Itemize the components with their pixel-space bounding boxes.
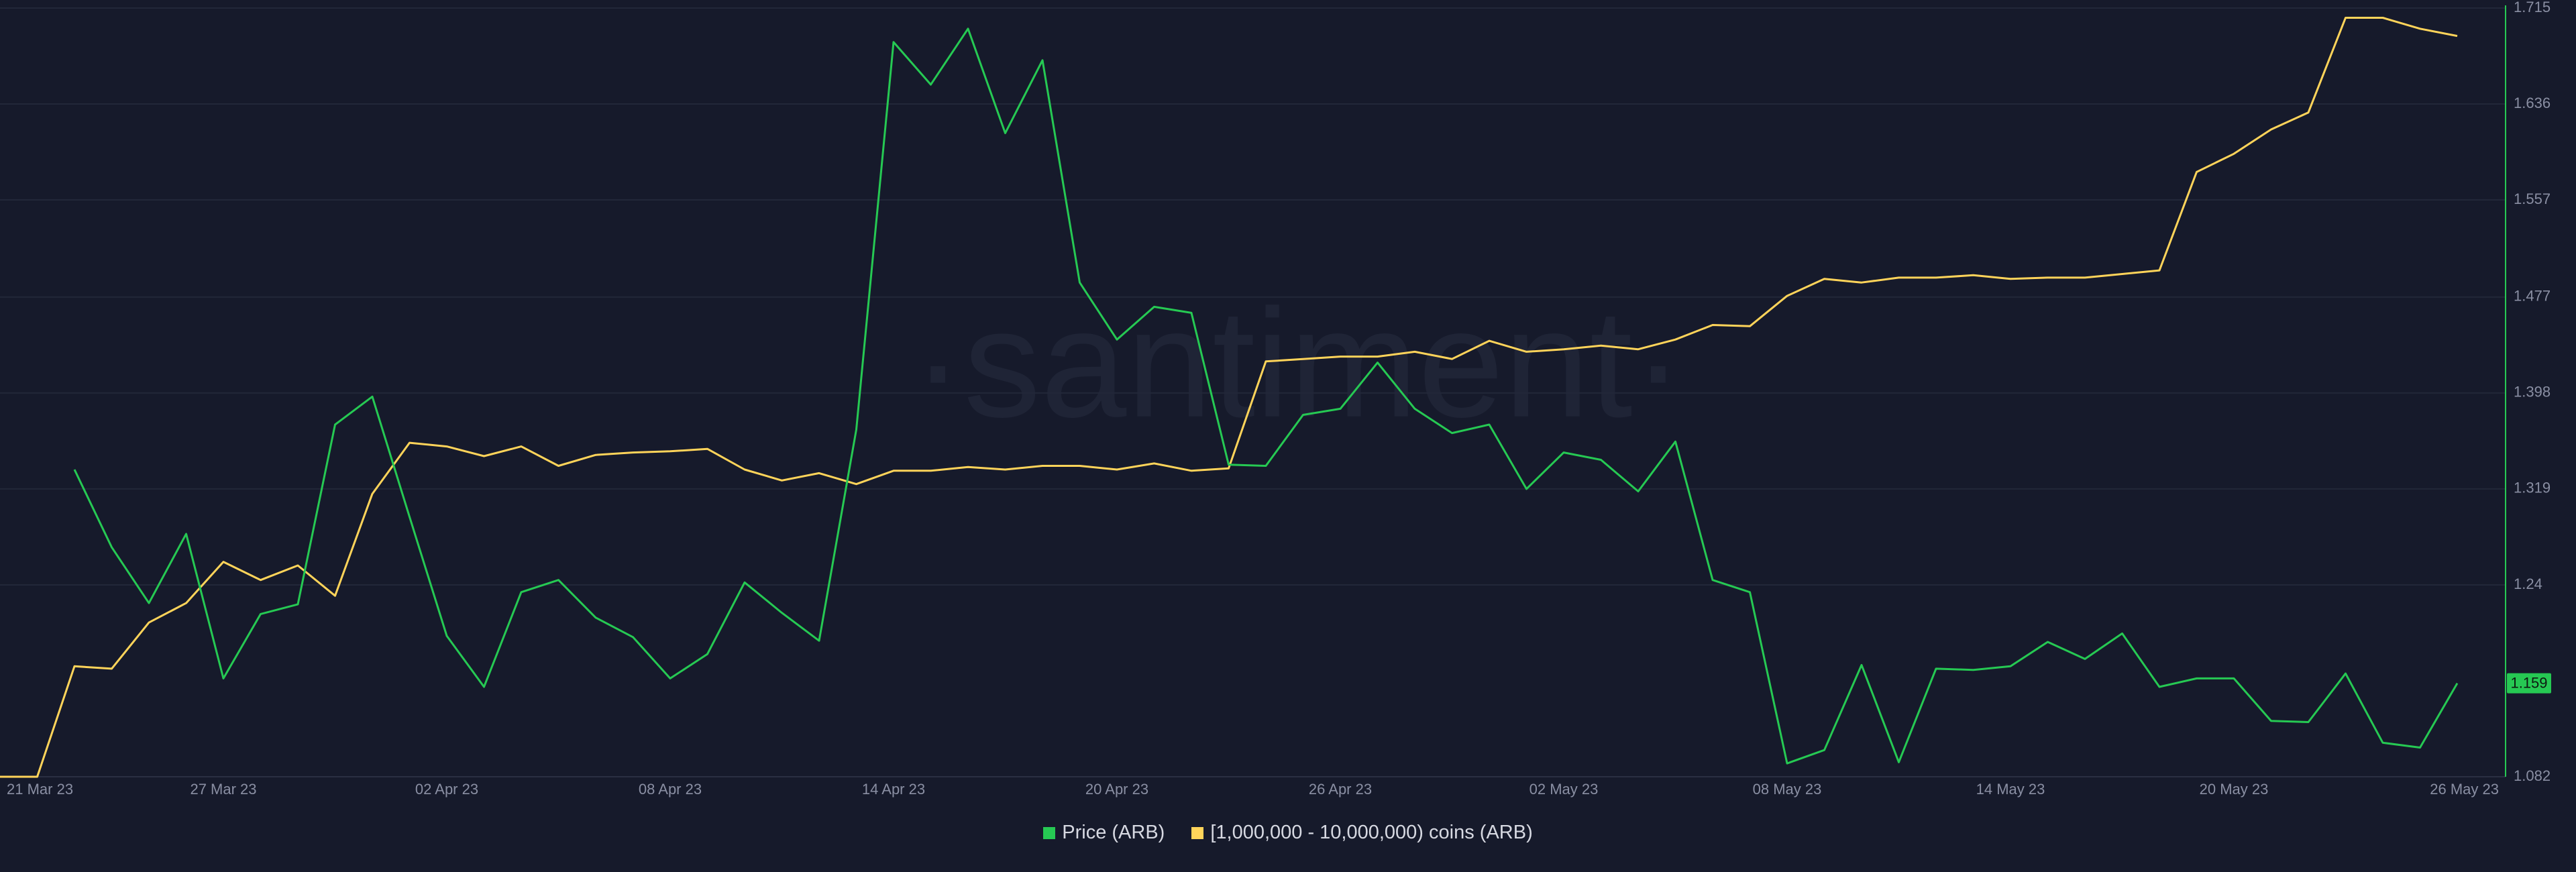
legend-item[interactable]: [1,000,000 - 10,000,000) coins (ARB) [1191,822,1533,844]
series-line [73,28,2459,765]
y-tick-label: 1.24 [2514,576,2542,592]
x-tick-label: 26 May 23 [2430,781,2499,798]
series-line [0,17,2458,778]
price-badge [2507,673,2551,694]
legend-swatch [1043,826,1056,839]
y-tick-label: 1.398 [2514,384,2551,400]
legend-label: [1,000,000 - 10,000,000) coins (ARB) [1210,822,1533,843]
y-tick-label: 1.636 [2514,95,2551,111]
x-tick-label: 21 Mar 23 [7,781,73,798]
x-tick-label: 14 May 23 [1976,781,2045,798]
legend-swatch [1191,826,1204,839]
x-tick-label: 08 May 23 [1753,781,1822,798]
x-tick-label: 14 Apr 23 [862,781,925,798]
y-tick-label: 1.557 [2514,190,2551,207]
x-tick-label: 02 May 23 [1529,781,1599,798]
x-tick-label: 20 May 23 [2200,781,2269,798]
legend-item[interactable]: Price (ARB) [1043,822,1165,844]
legend-label: Price (ARB) [1062,822,1165,843]
y-tick-label: 1.477 [2514,288,2551,305]
x-tick-label: 20 Apr 23 [1085,781,1148,798]
y-tick-label: 1.715 [2514,0,2551,15]
x-tick-label: 08 Apr 23 [639,781,702,798]
price-badge-label: 1.159 [2510,674,2547,691]
chart: ·santiment· 1.0821.241.3191.3981.4771.55… [0,0,2551,798]
x-tick-label: 27 Mar 23 [190,781,256,798]
y-tick-label: 1.319 [2514,480,2551,496]
legend: Price (ARB) [1,000,000 - 10,000,000) coin… [0,822,2576,844]
x-tick-label: 02 Apr 23 [415,781,478,798]
y-tick-label: 1.082 [2514,767,2551,784]
x-tick-label: 26 Apr 23 [1309,781,1372,798]
